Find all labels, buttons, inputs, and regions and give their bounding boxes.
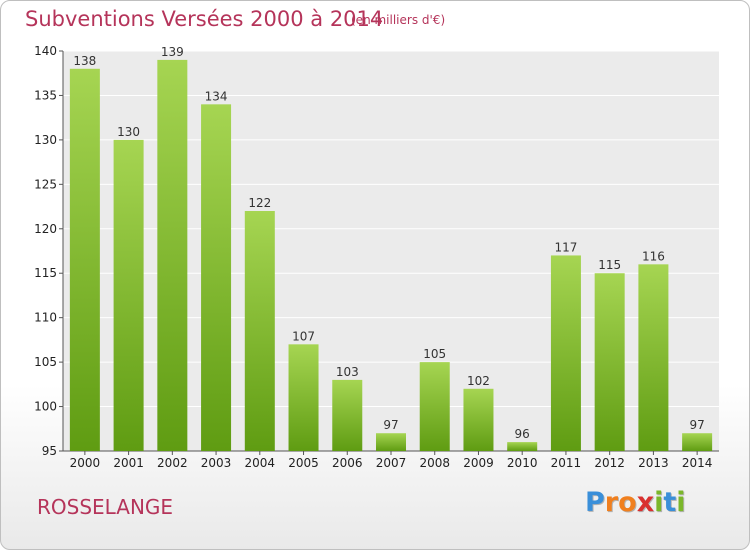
bar bbox=[507, 442, 538, 451]
bar-value-label: 138 bbox=[73, 54, 96, 68]
x-tick-label: 2002 bbox=[157, 456, 188, 470]
logo-letter: r bbox=[604, 487, 619, 518]
x-tick-label: 2005 bbox=[288, 456, 319, 470]
x-tick-label: 2000 bbox=[70, 456, 101, 470]
bar-value-label: 122 bbox=[248, 196, 271, 210]
x-tick-label: 2001 bbox=[113, 456, 144, 470]
bar-value-label: 117 bbox=[554, 240, 577, 254]
bar bbox=[288, 344, 319, 451]
logo-letter: i bbox=[676, 487, 686, 518]
logo-letter: o bbox=[618, 487, 637, 518]
y-tick-label: 105 bbox=[34, 355, 57, 369]
bar-value-label: 97 bbox=[383, 418, 398, 432]
bar bbox=[113, 139, 144, 451]
bar bbox=[419, 362, 450, 451]
bar-value-label: 102 bbox=[467, 374, 490, 388]
x-tick-label: 2011 bbox=[551, 456, 582, 470]
x-tick-label: 2008 bbox=[419, 456, 450, 470]
bar bbox=[69, 68, 100, 452]
bar bbox=[638, 264, 669, 451]
y-tick-label: 100 bbox=[34, 400, 57, 414]
bar bbox=[157, 59, 188, 452]
x-tick-label: 2003 bbox=[201, 456, 232, 470]
x-tick-label: 2004 bbox=[245, 456, 276, 470]
bar-value-label: 130 bbox=[117, 125, 140, 139]
x-tick-label: 2009 bbox=[463, 456, 494, 470]
y-tick-label: 140 bbox=[34, 44, 57, 58]
bar bbox=[201, 104, 232, 451]
logo-letter: P bbox=[585, 487, 605, 518]
chart-subtitle: (en milliers d'€) bbox=[351, 13, 446, 27]
x-tick-label: 2010 bbox=[507, 456, 538, 470]
y-tick-label: 95 bbox=[42, 444, 57, 458]
bar-value-label: 96 bbox=[515, 427, 530, 441]
bar bbox=[376, 433, 406, 451]
bar-value-label: 134 bbox=[205, 89, 228, 103]
bar bbox=[244, 211, 275, 451]
y-tick-label: 110 bbox=[34, 311, 57, 325]
bar-value-label: 97 bbox=[689, 418, 704, 432]
bar-value-label: 103 bbox=[336, 365, 359, 379]
bar-value-label: 105 bbox=[423, 347, 446, 361]
chart-title: Subventions Versées 2000 à 2014 bbox=[25, 7, 384, 31]
y-tick-label: 120 bbox=[34, 222, 57, 236]
y-tick-label: 135 bbox=[34, 88, 57, 102]
commune-name: ROSSELANGE bbox=[37, 495, 174, 519]
x-tick-label: 2006 bbox=[332, 456, 363, 470]
logo-letter: i bbox=[654, 487, 664, 518]
y-tick-label: 130 bbox=[34, 133, 57, 147]
y-tick-label: 125 bbox=[34, 177, 57, 191]
y-tick-label: 115 bbox=[34, 266, 57, 280]
bar-value-label: 116 bbox=[642, 249, 665, 263]
bar bbox=[682, 433, 713, 451]
logo-letter: x bbox=[636, 487, 655, 518]
bar bbox=[594, 273, 625, 451]
x-tick-label: 2014 bbox=[682, 456, 713, 470]
bar-value-label: 115 bbox=[598, 258, 621, 272]
x-tick-label: 2013 bbox=[638, 456, 669, 470]
bar bbox=[332, 379, 363, 451]
x-tick-label: 2007 bbox=[376, 456, 407, 470]
logo-letter: t bbox=[663, 487, 677, 518]
x-tick-label: 2012 bbox=[594, 456, 625, 470]
bar-value-label: 139 bbox=[161, 45, 184, 59]
bar bbox=[550, 255, 581, 451]
bar bbox=[463, 388, 494, 451]
proxiti-logo[interactable]: Proxiti bbox=[585, 487, 686, 518]
bar-value-label: 107 bbox=[292, 329, 315, 343]
